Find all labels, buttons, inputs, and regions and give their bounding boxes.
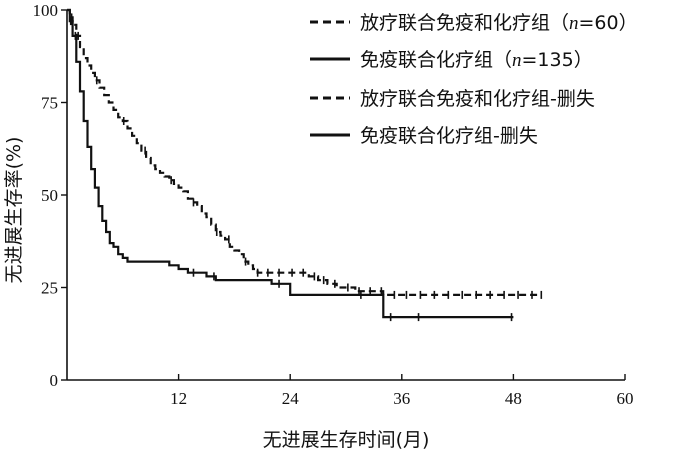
y-tick-label: 100 (33, 1, 59, 20)
legend-label-1: 放疗联合免疫和化疗组（n=60） (360, 12, 638, 34)
x-tick-label: 36 (393, 389, 410, 408)
x-tick-label: 24 (282, 389, 300, 408)
legend-label-prefix: 放疗联合免疫和化疗组-删失 (360, 88, 595, 110)
y-tick-label: 25 (41, 279, 58, 298)
series-line-2 (67, 8, 514, 319)
axes: 0 25 50 75 100 12 24 36 48 60 (33, 1, 634, 408)
y-axis-label: 无进展生存率(%) (3, 137, 25, 284)
legend-label-prefix: 免疫联合化疗组（ (360, 49, 512, 71)
y-tick-label: 0 (50, 371, 59, 390)
legend-label-prefix: 放疗联合免疫和化疗组（ (360, 12, 569, 34)
legend-label-suffix: =60） (579, 12, 638, 34)
y-tick-label: 75 (41, 94, 58, 113)
x-tick-label: 12 (170, 389, 187, 408)
legend-label-n: n (512, 50, 522, 71)
legend-label-4: 免疫联合化疗组-删失 (360, 125, 538, 147)
y-tick-label: 50 (41, 186, 58, 205)
series-line-1 (67, 8, 542, 296)
plot-area (67, 8, 543, 322)
legend-label-suffix: =135） (522, 49, 593, 71)
legend-label-3: 放疗联合免疫和化疗组-删失 (360, 88, 595, 110)
x-tick-label: 48 (505, 389, 522, 408)
x-tick-label: 60 (617, 389, 634, 408)
legend-label-prefix: 免疫联合化疗组-删失 (360, 125, 538, 147)
legend-label-2: 免疫联合化疗组（n=135） (360, 49, 593, 71)
legend: 放疗联合免疫和化疗组（n=60）免疫联合化疗组（n=135）放疗联合免疫和化疗组… (310, 12, 638, 147)
legend-label-n: n (569, 13, 579, 34)
x-axis-label: 无进展生存时间(月) (263, 429, 430, 451)
